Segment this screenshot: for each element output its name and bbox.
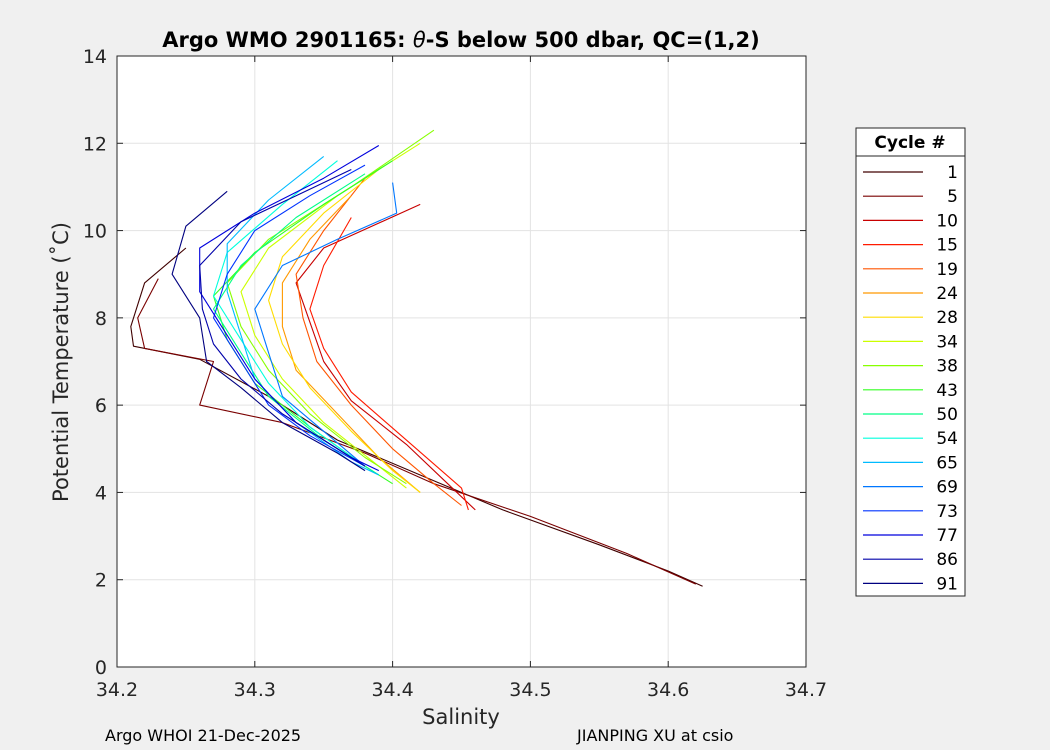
footer-left: Argo WHOI 21-Dec-2025 xyxy=(105,726,301,745)
y-tick-label: 4 xyxy=(95,482,107,504)
series-line-cycle-69 xyxy=(254,182,398,467)
legend-label: 15 xyxy=(936,236,958,256)
plot-frame xyxy=(116,55,807,668)
series-line-cycle-50 xyxy=(212,173,380,476)
series-line-cycle-91 xyxy=(171,190,366,472)
x-tick-label: 34.5 xyxy=(509,679,551,701)
legend-label: 91 xyxy=(936,574,958,594)
ticks-group: 34.2 34.3 34.4 34.5 34.6 34.7 0 2 4 6 8 10 12 14 xyxy=(83,46,827,701)
legend-label: 19 xyxy=(936,260,958,280)
x-tick-label: 34.7 xyxy=(785,679,827,701)
x-axis-label: Salinity xyxy=(422,705,500,729)
y-axis-label: Potential Temperature (˚C) xyxy=(49,222,73,502)
legend-box xyxy=(855,127,966,597)
legend-label: 65 xyxy=(936,453,958,473)
y-tick-label: 0 xyxy=(95,657,107,679)
legend-item: 65 xyxy=(863,453,958,473)
y-tick-label: 6 xyxy=(95,395,107,417)
legend-title: Cycle # xyxy=(874,133,945,153)
legend-item: 19 xyxy=(863,260,958,280)
legend-label: 10 xyxy=(936,211,958,231)
title-theta: θ xyxy=(413,28,426,52)
legend-item: 1 xyxy=(863,163,958,183)
legend-label: 69 xyxy=(936,478,958,498)
legend-label: 34 xyxy=(936,332,958,352)
legend-item: 34 xyxy=(863,332,958,352)
legend-label: 38 xyxy=(936,357,958,377)
series-line-cycle-28 xyxy=(268,169,421,493)
legend-label: 24 xyxy=(936,284,958,304)
legend-label: 1 xyxy=(947,163,958,183)
legend-label: 77 xyxy=(936,526,958,546)
legend-label: 86 xyxy=(936,550,958,570)
legend-item: 43 xyxy=(863,381,958,401)
series-line-cycle-54 xyxy=(212,160,366,467)
legend: Cycle # 15101519242834384350546569737786… xyxy=(855,127,966,597)
title-suffix: -S below 500 dbar, QC=(1,2) xyxy=(426,28,760,52)
legend-item: 10 xyxy=(863,211,958,231)
y-tick-label: 12 xyxy=(83,133,107,155)
legend-label: 73 xyxy=(936,502,958,522)
legend-label: 43 xyxy=(936,381,958,401)
legend-item: 28 xyxy=(863,308,958,328)
legend-item: 73 xyxy=(863,502,958,522)
legend-label: 50 xyxy=(936,405,958,425)
x-tick-label: 34.2 xyxy=(96,679,138,701)
series-line-cycle-73 xyxy=(212,164,366,467)
x-tick-label: 34.4 xyxy=(371,679,413,701)
series-line-cycle-86 xyxy=(199,169,366,467)
legend-item: 91 xyxy=(863,574,958,594)
legend-item: 15 xyxy=(863,236,958,256)
legend-label: 54 xyxy=(936,429,958,449)
series-line-cycle-15 xyxy=(309,217,469,511)
x-tick-label: 34.3 xyxy=(234,679,276,701)
series-line-cycle-19 xyxy=(295,177,462,506)
y-tick-label: 10 xyxy=(83,221,107,243)
y-tick-label: 14 xyxy=(83,46,107,68)
chart-title: Argo WMO 2901165: θ-S below 500 dbar, QC… xyxy=(162,28,759,52)
legend-item: 24 xyxy=(863,284,958,304)
series-line-cycle-34 xyxy=(240,142,421,489)
series-line-cycle-1 xyxy=(130,247,703,587)
y-tick-label: 2 xyxy=(95,570,107,592)
series-group xyxy=(130,129,703,587)
legend-item: 54 xyxy=(863,429,958,449)
legend-item: 77 xyxy=(863,526,958,546)
y-tick-label: 8 xyxy=(95,308,107,330)
legend-item: 38 xyxy=(863,357,958,377)
legend-item: 5 xyxy=(863,187,958,207)
x-tick-label: 34.6 xyxy=(647,679,689,701)
legend-item: 86 xyxy=(863,550,958,570)
legend-label: 5 xyxy=(947,187,958,207)
legend-item: 69 xyxy=(863,478,958,498)
series-line-cycle-10 xyxy=(295,203,476,511)
footer-right: JIANPING XU at csio xyxy=(576,726,733,745)
legend-item: 50 xyxy=(863,405,958,425)
legend-label: 28 xyxy=(936,308,958,328)
plot-area xyxy=(117,56,806,667)
title-prefix: Argo WMO 2901165: xyxy=(162,28,413,52)
